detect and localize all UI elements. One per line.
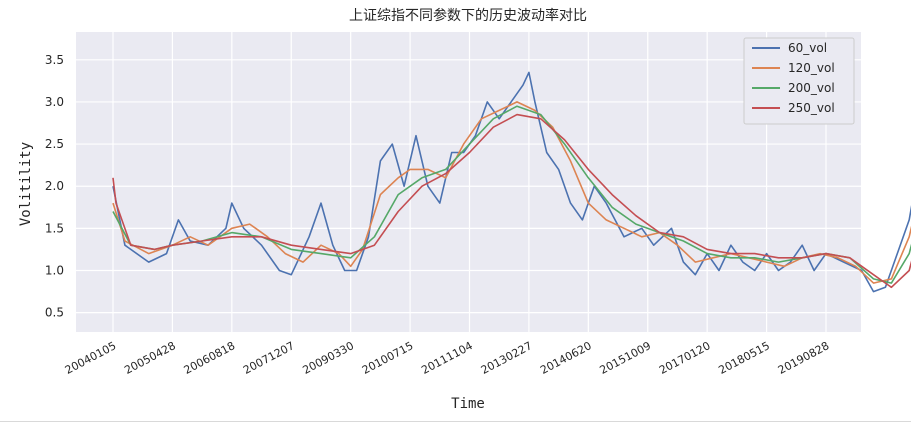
x-tick-label: 20140620 [538, 339, 594, 377]
x-tick-label: 20071207 [241, 339, 297, 377]
x-tick-label: 20180515 [716, 339, 772, 377]
y-tick-label: 3.0 [45, 95, 64, 109]
y-tick-label: 1.5 [45, 221, 64, 235]
x-tick-label: 20170120 [657, 339, 713, 377]
y-axis-label: Volitility [18, 142, 34, 226]
x-tick-label: 20060818 [182, 339, 238, 377]
legend-label: 60_vol [788, 41, 827, 55]
plot-area [76, 32, 861, 332]
y-tick-label: 1.0 [45, 263, 64, 277]
bottom-divider [0, 421, 911, 422]
x-tick-label: 20130227 [479, 339, 535, 377]
y-tick-label: 2.0 [45, 179, 64, 193]
legend-box [743, 37, 855, 125]
x-axis-label: Time [451, 396, 485, 412]
legend-label: 120_vol [788, 61, 835, 75]
legend-label: 200_vol [788, 81, 835, 95]
legend: 60_vol 120_vol 200_vol 250_vol [743, 37, 855, 125]
x-tick-label: 20151009 [598, 339, 654, 377]
chart-title: 上证综指不同参数下的历史波动率对比 [349, 7, 587, 24]
x-tick-label: 20040105 [63, 339, 119, 377]
legend-label: 250_vol [788, 101, 835, 115]
y-tick-labels: 0.5 1.0 1.5 2.0 2.5 3.0 3.5 [45, 53, 64, 320]
x-tick-label: 20190828 [776, 339, 832, 377]
x-tick-label: 20050428 [122, 339, 178, 377]
x-tick-labels: 20040105 20050428 20060818 20071207 20090330… [63, 339, 832, 377]
series-line-120_vol [112, 101, 911, 284]
y-tick-label: 3.5 [45, 53, 64, 67]
y-tick-label: 0.5 [45, 306, 64, 320]
series-lines [112, 71, 911, 293]
x-tick-label: 20090330 [301, 339, 357, 377]
series-line-200_vol [112, 105, 911, 284]
x-tick-label: 20100715 [360, 339, 416, 377]
x-tick-label: 20111104 [419, 339, 475, 377]
y-tick-label: 2.5 [45, 137, 64, 151]
series-line-250_vol [112, 113, 911, 289]
